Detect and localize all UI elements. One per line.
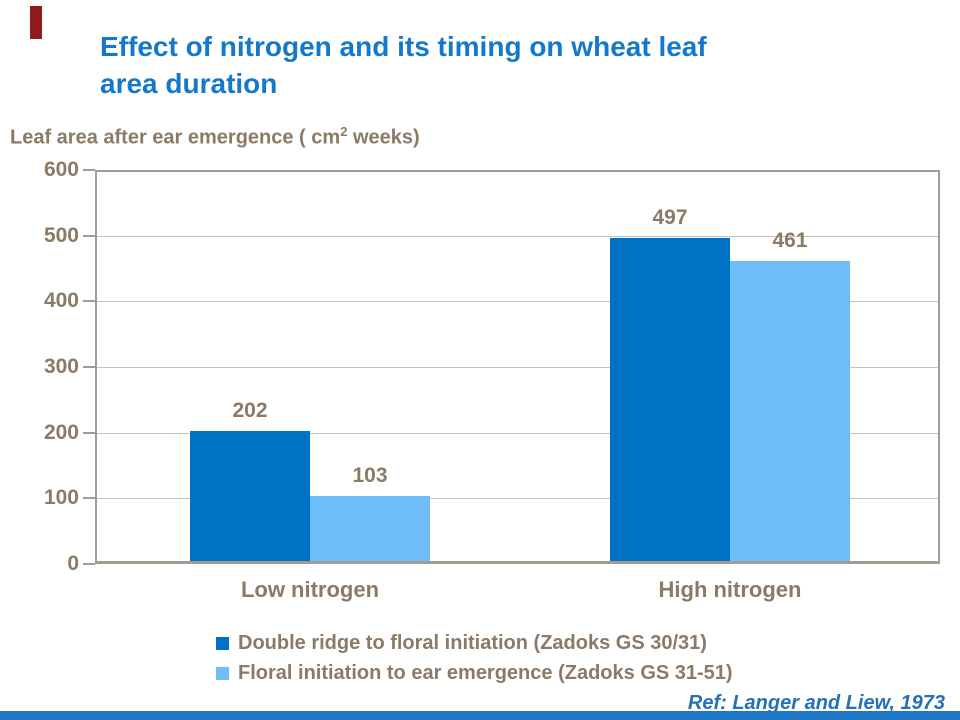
legend-swatch-icon [216, 636, 229, 650]
gridline [97, 498, 938, 500]
y-axis-tick [83, 234, 95, 237]
y-axis-label: 600 [43, 158, 79, 181]
y-axis-label: 500 [43, 223, 79, 247]
gridline [97, 301, 938, 303]
bar [730, 261, 850, 561]
page-title: Effect of nitrogen and its timing on whe… [100, 28, 860, 102]
legend: Double ridge to floral initiation (Zadok… [216, 630, 733, 690]
bottom-bar [0, 711, 960, 720]
accent-bar [30, 6, 42, 39]
bar [310, 496, 430, 561]
y-axis-label: 100 [43, 486, 79, 510]
y-axis-label: 300 [43, 355, 79, 378]
legend-item: Double ridge to floral initiation (Zadok… [216, 630, 733, 656]
y-axis-tick [83, 300, 95, 303]
legend-label: Floral initiation to ear emergence (Zado… [238, 661, 733, 684]
y-axis-title: Leaf area after ear emergence ( cm2 week… [10, 124, 420, 149]
gridline [97, 235, 938, 237]
y-axis-tick [83, 366, 95, 368]
y-axis-tick [83, 563, 95, 565]
x-axis-label: Low nitrogen [240, 577, 380, 602]
legend-item: Floral initiation to ear emergence (Zado… [216, 660, 733, 686]
y-axis-label: 200 [43, 420, 79, 444]
legend-swatch-icon [216, 666, 229, 680]
legend-label: Double ridge to floral initiation (Zadok… [238, 631, 707, 654]
plot-area [95, 170, 940, 564]
reference-note: Ref: Langer and Liew, 1973 [687, 692, 945, 714]
y-axis-label: 400 [43, 289, 79, 313]
y-axis-label: 0 [67, 552, 79, 575]
x-axis-label: High nitrogen [658, 577, 802, 602]
superscript-2: 2 [340, 124, 348, 139]
bar-value-label: 103 [352, 464, 388, 488]
bar-value-label: 497 [652, 205, 688, 229]
y-axis-tick [83, 169, 95, 171]
gridline [97, 432, 938, 434]
page-title-line-2: area duration [100, 68, 278, 99]
bar [610, 237, 730, 561]
bar-value-label: 202 [232, 399, 268, 423]
bar-value-label: 461 [772, 229, 808, 253]
bar [190, 431, 310, 561]
y-axis-tick [83, 497, 95, 500]
gridline [97, 367, 938, 368]
page-title-line-1: Effect of nitrogen and its timing on whe… [100, 31, 707, 62]
y-axis-tick [83, 431, 95, 434]
